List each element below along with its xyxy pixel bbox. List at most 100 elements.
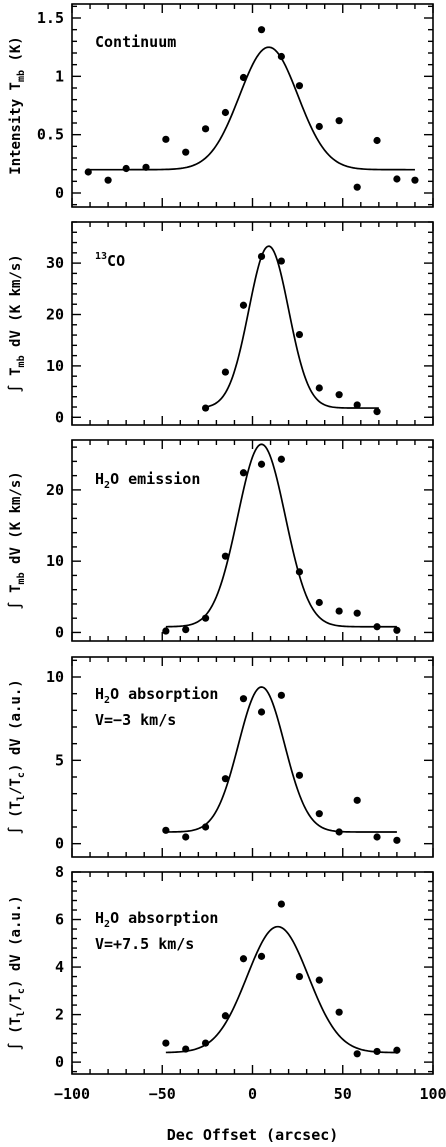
y-tick-label: 10 (46, 552, 64, 570)
data-point (411, 176, 419, 184)
data-point (201, 125, 210, 133)
data-point (295, 972, 304, 981)
data-point (221, 108, 230, 117)
y-tick-label: 30 (46, 254, 64, 272)
data-point (221, 775, 230, 783)
fit-curve (86, 46, 415, 171)
data-point (257, 460, 266, 468)
data-point (201, 404, 210, 412)
panel-frame (71, 221, 434, 426)
data-point (239, 301, 248, 309)
panel-annotation: H2O absorption (95, 909, 218, 930)
y-tick-label: 10 (46, 357, 64, 375)
data-point (335, 607, 343, 615)
data-point (295, 568, 304, 576)
panel-annotation-velocity: V=−3 km/s (95, 711, 176, 729)
data-point (201, 823, 210, 831)
data-point (142, 163, 150, 171)
data-point (335, 1008, 343, 1016)
data-point (162, 826, 170, 834)
panel-2: 0 10 20 30 ∫ Tmb dV (K km/s) 13CO (7, 221, 434, 426)
data-point (373, 408, 381, 416)
data-point (353, 183, 361, 191)
y-tick-label: 0 (55, 408, 64, 426)
y-tick-label: 2 (55, 1006, 64, 1024)
y-tick-label: 0 (55, 1053, 64, 1071)
data-point (277, 455, 285, 463)
panel-3: 0 10 20 ∫ Tmb dV (K km/s) H2O emission (7, 439, 434, 642)
data-point (221, 368, 230, 376)
fit-curve (205, 245, 379, 409)
y-tick-label: 0 (55, 184, 64, 202)
y-tick-label: 1.5 (37, 9, 64, 27)
y-axis-label: ∫ (Tl/Tc) dV (a.u.) (7, 679, 27, 834)
data-point (182, 625, 190, 634)
data-point (182, 833, 190, 841)
data-point (277, 257, 285, 265)
x-axis: −100 −50 0 50 100 Dec Offset (arcsec) (54, 1085, 446, 1144)
data-point (373, 833, 381, 841)
data-point (257, 252, 266, 261)
data-point (239, 469, 248, 477)
panel-1: 0 0.5 1 1.5 Intensity Tmb (K) Continuum (8, 3, 434, 208)
data-point (162, 1039, 170, 1047)
data-point (182, 1045, 190, 1053)
data-point (295, 330, 304, 339)
y-axis-label: Intensity Tmb (K) (8, 36, 27, 174)
data-point (353, 1050, 361, 1058)
data-point (353, 609, 361, 617)
y-tick-label: 20 (46, 306, 64, 324)
data-point (353, 401, 361, 409)
data-point (239, 73, 248, 82)
data-point (393, 626, 401, 634)
panel-annotation: Continuum (95, 33, 176, 51)
data-point (277, 691, 285, 699)
y-tick-label: 1 (55, 67, 64, 85)
fit-curve (165, 686, 397, 833)
data-point (277, 52, 285, 61)
data-point (104, 176, 112, 184)
panel-frame (71, 871, 434, 1075)
panel-annotation-velocity: V=+7.5 km/s (95, 935, 194, 953)
data-point (257, 708, 266, 716)
y-tick-label: 0 (55, 835, 64, 853)
y-axis-label: ∫ (Tl/Tc) dV (a.u.) (7, 895, 27, 1050)
x-tick-label: −50 (149, 1085, 176, 1103)
data-point (315, 598, 323, 607)
x-tick-label: 50 (334, 1085, 352, 1103)
data-point (162, 627, 170, 635)
data-point (221, 1012, 230, 1020)
data-point (393, 1046, 401, 1054)
data-point (393, 175, 401, 183)
y-tick-label: 0.5 (37, 126, 64, 144)
data-point (295, 771, 304, 779)
panel-annotation: H2O absorption (95, 685, 218, 706)
data-point (239, 695, 248, 703)
panel-annotation: 13CO (95, 251, 125, 270)
x-tick-label: −100 (54, 1085, 90, 1103)
data-point (335, 828, 343, 836)
data-point (353, 796, 361, 804)
data-point (182, 148, 190, 156)
fit-curve (165, 443, 397, 628)
y-axis-label: ∫ Tmb dV (K km/s) (7, 471, 27, 610)
data-point (373, 1047, 381, 1056)
data-point (201, 1039, 210, 1047)
data-point (315, 810, 323, 818)
x-tick-label: 0 (248, 1085, 257, 1103)
data-point (122, 164, 130, 173)
data-point (277, 900, 285, 908)
data-point (393, 836, 401, 844)
y-tick-label: 5 (55, 751, 64, 769)
panel-4: 0 5 10 ∫ (Tl/Tc) dV (a.u.) H2O absorption V=−… (7, 656, 434, 858)
data-point (257, 952, 266, 960)
data-point (315, 976, 323, 984)
y-tick-label: 8 (55, 863, 64, 881)
panel-5: 0 2 4 6 8 ∫ (Tl/Tc) dV (a.u.) H2O absorption V=… (7, 863, 434, 1075)
data-point (315, 384, 323, 392)
data-point (335, 391, 343, 399)
data-point (221, 552, 230, 560)
data-point (162, 135, 170, 143)
data-point (201, 614, 210, 622)
